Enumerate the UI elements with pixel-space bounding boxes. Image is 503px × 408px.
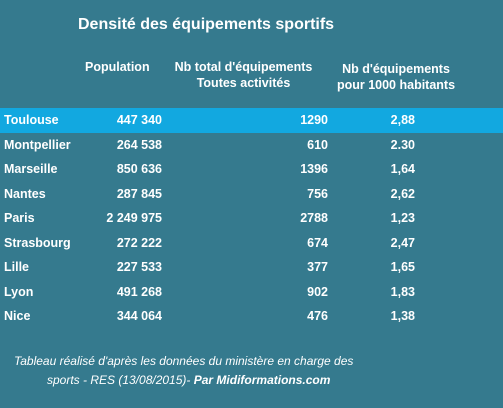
table-row: Lyon 491 268 902 1,83 bbox=[0, 280, 503, 305]
table-body: Toulouse 447 340 1290 2,88 Montpellier 264 53… bbox=[0, 108, 503, 329]
total-equipment-cell: 2788 bbox=[300, 211, 328, 226]
city-cell: Nantes bbox=[4, 186, 46, 201]
city-cell: Paris bbox=[4, 211, 35, 226]
table-row: Nantes 287 845 756 2,62 bbox=[0, 182, 503, 207]
total-equipment-cell: 476 bbox=[307, 309, 328, 324]
population-cell: 227 533 bbox=[116, 260, 162, 275]
ratio-cell: 1,38 bbox=[390, 309, 415, 324]
population-cell: 447 340 bbox=[116, 113, 162, 128]
ratio-cell: 2.30 bbox=[390, 137, 415, 152]
city-cell: Toulouse bbox=[4, 113, 59, 128]
footer-line2: sports - RES (13/08/2015)- Par Midiforma… bbox=[0, 371, 503, 390]
population-cell: 2 249 975 bbox=[106, 211, 162, 226]
spacer-cell bbox=[415, 133, 503, 158]
spacer-cell bbox=[415, 280, 503, 305]
ratio-cell: 2,47 bbox=[390, 235, 415, 250]
footer-brand: Par Midiformations.com bbox=[193, 373, 331, 387]
population-cell: 850 636 bbox=[116, 162, 162, 177]
table-row: Marseille 850 636 1396 1,64 bbox=[0, 157, 503, 182]
city-cell: Marseille bbox=[4, 162, 58, 177]
source-footer: Tableau réalisé d'après les données du m… bbox=[0, 352, 503, 390]
ratio-cell: 1,83 bbox=[390, 284, 415, 299]
city-cell: Nice bbox=[4, 309, 31, 324]
population-cell: 287 845 bbox=[116, 186, 162, 201]
population-cell: 272 222 bbox=[116, 235, 162, 250]
header-equipment-ratio: Nb d'équipements pour 1000 habitants bbox=[330, 61, 462, 93]
spacer-cell bbox=[415, 182, 503, 207]
ratio-cell: 1,23 bbox=[390, 211, 415, 226]
city-cell: Strasbourg bbox=[4, 235, 71, 250]
spacer-cell bbox=[415, 231, 503, 256]
spacer-cell bbox=[415, 157, 503, 182]
table-row: Toulouse 447 340 1290 2,88 bbox=[0, 108, 503, 133]
spacer-cell bbox=[415, 108, 503, 133]
ratio-cell: 1,64 bbox=[390, 162, 415, 177]
table-row: Strasbourg 272 222 674 2,47 bbox=[0, 231, 503, 256]
total-equipment-cell: 674 bbox=[307, 235, 328, 250]
city-cell: Montpellier bbox=[4, 137, 71, 152]
page-title: Densité des équipements sportifs bbox=[78, 16, 335, 33]
ratio-cell: 2,88 bbox=[390, 113, 415, 128]
table-row: Nice 344 064 476 1,38 bbox=[0, 304, 503, 329]
header-total-line2: Toutes activités bbox=[196, 76, 291, 90]
ratio-cell: 1,65 bbox=[390, 260, 415, 275]
footer-line1: Tableau réalisé d'après les données du m… bbox=[14, 354, 354, 368]
city-cell: Lille bbox=[4, 260, 30, 275]
population-cell: 491 268 bbox=[116, 284, 162, 299]
total-equipment-cell: 377 bbox=[307, 260, 328, 275]
header-population: Population bbox=[85, 60, 150, 74]
spacer-cell bbox=[415, 206, 503, 231]
table-row: Paris 2 249 975 2788 1,23 bbox=[0, 206, 503, 231]
total-equipment-cell: 1396 bbox=[300, 162, 328, 177]
population-cell: 344 064 bbox=[116, 309, 162, 324]
total-equipment-cell: 1290 bbox=[300, 113, 328, 128]
total-equipment-cell: 902 bbox=[307, 284, 328, 299]
header-ratio-line1: Nb d'équipements bbox=[342, 62, 450, 76]
total-equipment-cell: 610 bbox=[307, 137, 328, 152]
header-ratio-line2: pour 1000 habitants bbox=[336, 78, 456, 92]
header-total-equipment: Nb total d'équipements Toutes activités bbox=[171, 59, 316, 91]
table-row: Lille 227 533 377 1,65 bbox=[0, 255, 503, 280]
spacer-cell bbox=[415, 255, 503, 280]
header-total-line1: Nb total d'équipements bbox=[174, 60, 313, 74]
footer-source: sports - RES (13/08/2015)- bbox=[47, 373, 194, 387]
total-equipment-cell: 756 bbox=[307, 186, 328, 201]
city-cell: Lyon bbox=[4, 284, 34, 299]
spacer-cell bbox=[415, 304, 503, 329]
ratio-cell: 2,62 bbox=[390, 186, 415, 201]
density-table: Toulouse 447 340 1290 2,88 Montpellier 264 53… bbox=[0, 108, 503, 329]
population-cell: 264 538 bbox=[116, 137, 162, 152]
table-row: Montpellier 264 538 610 2.30 bbox=[0, 133, 503, 158]
